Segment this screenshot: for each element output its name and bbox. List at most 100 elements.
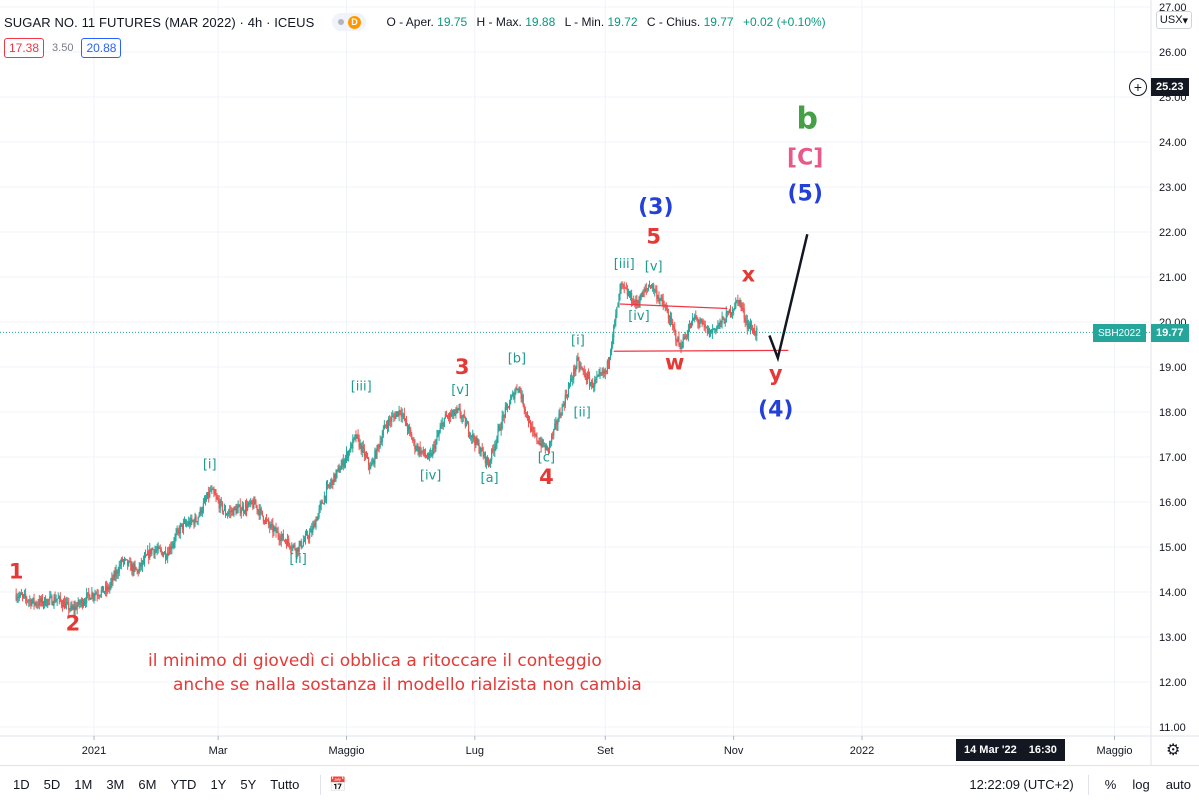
candle-body	[137, 570, 139, 573]
candle-body	[420, 450, 422, 455]
candle-body	[445, 414, 448, 417]
candle-body	[395, 413, 397, 419]
clock-timezone[interactable]: 12:22:09 (UTC+2)	[969, 777, 1074, 792]
candle-body	[422, 449, 424, 452]
candle-body	[589, 383, 592, 386]
candle-body	[97, 595, 99, 597]
timeframe-3m[interactable]: 3M	[106, 777, 125, 792]
candle-body	[99, 594, 101, 596]
candle-body	[546, 446, 549, 448]
candle-body	[573, 368, 575, 379]
candle-body	[43, 597, 46, 604]
candle-body	[720, 320, 722, 324]
timeframe-all[interactable]: Tutto	[270, 777, 300, 792]
candle-body	[336, 469, 338, 474]
x-tick-label: Lug	[466, 745, 484, 757]
ask-price-box[interactable]: 20.88	[81, 38, 122, 58]
annotation-text-line-1[interactable]: il minimo di giovedì ci obblica a ritocc…	[148, 651, 602, 671]
timeframe-1d[interactable]: 1D	[13, 777, 30, 792]
ohlc-values: O - Aper. 19.75 H - Max. 19.88 L - Min. …	[386, 15, 825, 29]
candle-body	[317, 513, 319, 521]
candle-body	[747, 324, 749, 329]
candle-body	[581, 367, 583, 370]
y-tick-label: 22.00	[1159, 227, 1187, 239]
drawing-layer[interactable]	[613, 233, 809, 363]
candle-body	[475, 437, 477, 446]
candle-body	[30, 599, 32, 606]
crosshair-date: 14 Mar '22	[964, 744, 1017, 756]
dot-icon	[337, 19, 344, 25]
candle-body	[431, 453, 433, 456]
timeframe-6m[interactable]: 6M	[138, 777, 157, 792]
candle-body	[290, 547, 292, 549]
candle-body	[306, 533, 309, 538]
percent-scale-toggle[interactable]: %	[1104, 777, 1117, 792]
chart-legend: SUGAR NO. 11 FUTURES (MAR 2022) · 4h · I…	[4, 12, 826, 32]
gear-icon[interactable]: ⚙	[1166, 742, 1181, 759]
toolbar-divider	[320, 774, 322, 795]
candle-body	[177, 529, 179, 531]
candle-body	[700, 320, 702, 324]
candle-body	[618, 294, 620, 306]
candle-body	[248, 502, 250, 506]
candle-body	[535, 434, 537, 436]
data-status-badge[interactable]: D	[332, 13, 367, 31]
candle-body	[457, 408, 459, 411]
timeframe-1y[interactable]: 1Y	[210, 777, 227, 792]
candle-body	[107, 586, 109, 591]
candle-body	[93, 595, 95, 598]
candle-body	[244, 504, 247, 512]
candle-body	[536, 434, 538, 442]
wave-labels: 1 2 [i] [ii] [iii] [iv] [v] 3 [a] [b] [c]4 [i] [ii] […	[9, 102, 823, 636]
wave-label-0: 1	[9, 560, 24, 584]
timeframe-5d[interactable]: 5D	[43, 777, 61, 792]
candle-body	[600, 372, 602, 374]
candle-body	[532, 426, 534, 431]
candle-body	[112, 577, 114, 580]
timeframe-1m[interactable]: 1M	[74, 777, 93, 792]
candle-body	[86, 593, 88, 603]
candle-body	[261, 510, 263, 516]
candle-body	[136, 569, 138, 571]
auto-scale-toggle[interactable]: auto	[1165, 777, 1191, 792]
candle-body	[127, 559, 129, 566]
go-to-date-calendar-icon[interactable]: 📅	[329, 776, 347, 792]
currency-selector[interactable]: USX ▾	[1156, 11, 1192, 29]
candle-body	[188, 521, 190, 526]
candle-body	[624, 287, 626, 289]
candle-body	[696, 317, 698, 320]
candle-body	[158, 546, 160, 549]
candle-body	[479, 452, 481, 453]
candle-body	[613, 325, 615, 338]
candle-body	[68, 602, 70, 611]
candle-body	[731, 310, 734, 314]
candle-body	[178, 530, 180, 534]
candle-body	[661, 297, 663, 300]
bid-price-box[interactable]: 17.38	[4, 38, 45, 58]
timeframe-5y[interactable]: 5Y	[240, 777, 257, 792]
candle-body	[141, 560, 143, 567]
candle-body	[427, 453, 430, 458]
candle-body	[410, 429, 412, 434]
candle-body	[123, 558, 126, 561]
annotation-text-line-2[interactable]: anche se nalla sostanza il modello rialz…	[173, 675, 642, 695]
candle-body	[403, 413, 405, 420]
timeframe-ytd[interactable]: YTD	[170, 777, 197, 792]
bid-ask-row: 17.38 3.50 20.88	[4, 38, 122, 58]
candle-body	[622, 283, 624, 285]
log-scale-toggle[interactable]: log	[1132, 777, 1150, 792]
wave-label-9: [b]	[508, 352, 526, 367]
wave-label-6: [v]	[451, 383, 469, 398]
candle-body	[37, 604, 39, 606]
candle-body	[554, 424, 556, 430]
candle-body	[560, 415, 562, 417]
symbol-title[interactable]: SUGAR NO. 11 FUTURES (MAR 2022) · 4h · I…	[4, 14, 315, 30]
wave-label-5: [iv]	[420, 469, 441, 484]
candle-body	[237, 506, 239, 509]
candle-body	[70, 605, 72, 610]
candle-body	[117, 572, 119, 574]
candle-body	[139, 562, 141, 568]
add-plus-icon[interactable]: +	[1129, 78, 1147, 96]
candle-body	[432, 448, 434, 456]
